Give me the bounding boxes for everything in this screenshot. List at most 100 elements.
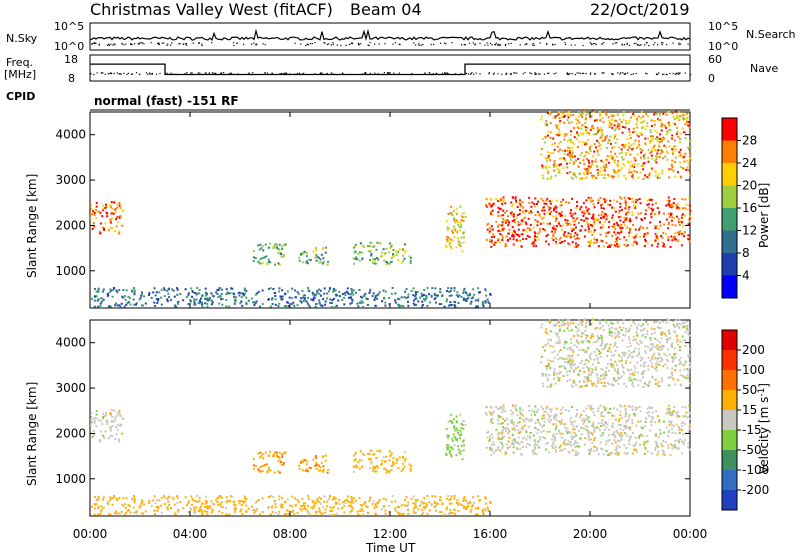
power-point [500,214,503,217]
power-point [485,203,488,206]
velocity-point [470,505,473,508]
nave-dot [145,72,148,74]
power-point [102,207,105,210]
power-point [645,113,648,116]
power-point [460,295,463,298]
velocity-point [321,512,324,515]
nave-dot [135,72,138,74]
power-point [640,225,643,228]
power-point [558,110,561,113]
power-point [563,149,566,152]
velocity-point [329,509,332,512]
velocity-point [319,511,322,514]
velocity-point [655,441,658,444]
power-point [176,287,179,290]
velocity-point [647,411,650,414]
velocity-point [395,461,398,464]
beam-label: Beam 04 [350,0,422,19]
power-point [111,207,114,210]
power-point [215,291,218,294]
power-point [547,171,550,174]
power-point [656,139,659,142]
power-point [334,305,337,308]
noise-dot [156,42,159,44]
velocity-point [131,498,134,501]
power-point [460,219,463,222]
noise-dot [332,42,334,44]
velocity-point [635,424,638,427]
velocity-point [643,425,646,428]
power-point [528,227,531,230]
power-point [453,286,456,289]
noise-dot [430,43,432,46]
velocity-point [409,464,412,467]
velocity-point [658,327,661,330]
velocity-point [569,378,572,381]
power-point [603,166,606,169]
velocity-point [603,377,606,380]
power-point [254,293,257,296]
velocity-point [571,348,574,351]
velocity-point [122,417,125,420]
power-point [124,298,127,301]
power-point [331,299,334,302]
velocity-point [589,450,592,453]
velocity-point [552,441,555,444]
velocity-point [528,420,531,423]
velocity-point [677,426,680,429]
power-point [484,289,487,292]
velocity-point [622,319,625,322]
power-point [617,245,620,248]
velocity-point [580,433,583,436]
power-point [315,302,318,305]
velocity-point [198,508,201,511]
power-point [688,240,691,243]
power-point [445,246,448,249]
noise-dot [590,43,592,45]
power-point [487,222,490,225]
velocity-point [90,416,93,419]
noise-dot [324,42,326,44]
power-point [160,303,163,306]
nave-dot [205,72,207,74]
velocity-point [649,429,652,432]
power-point [193,291,196,294]
velocity-point [601,368,604,371]
power-point [585,129,588,132]
power-point [634,201,637,204]
velocity-point [581,341,584,344]
velocity-point [129,511,132,514]
velocity-point [305,463,308,466]
velocity-point [392,460,395,463]
velocity-point [307,512,310,515]
power-point [118,204,121,207]
power-point [596,168,599,171]
noise-dot [591,44,593,46]
nave-dot [617,72,619,74]
velocity-point [566,431,569,434]
power-point [552,233,555,236]
velocity-point [128,505,131,508]
power-point [572,220,575,223]
power-point [193,303,196,306]
power-point [544,122,547,125]
velocity-point [536,432,539,435]
power-point [430,295,433,298]
velocity-point [509,445,512,448]
velocity-point [104,414,107,417]
velocity-point [362,453,365,456]
nave-dot [365,72,367,74]
power-point [553,231,556,234]
power-point [653,113,656,116]
power-point [566,119,569,122]
power-point [510,205,513,208]
velocity-point [636,328,639,331]
power-point [634,206,637,209]
power-point [374,304,377,307]
velocity-point [559,371,562,374]
velocity-point [589,358,592,361]
velocity-point [572,371,575,374]
velocity-point [463,495,466,498]
velocity-point [306,470,309,473]
velocity-point [665,341,668,344]
